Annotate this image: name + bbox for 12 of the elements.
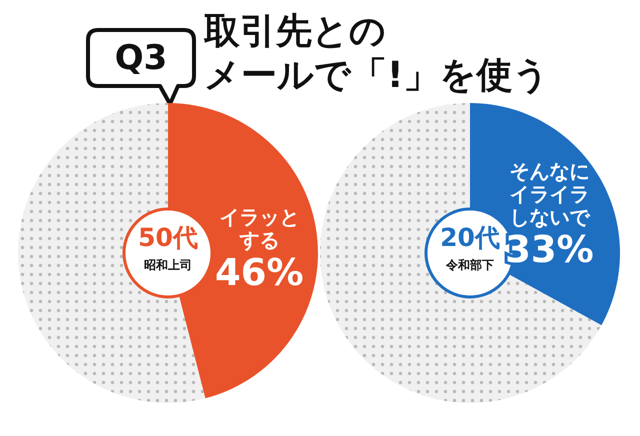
text: 取引先との — [204, 10, 386, 54]
text: 令和部下 — [446, 258, 494, 272]
pie-slice — [18, 103, 206, 403]
text: 昭和上司 — [143, 257, 193, 273]
pie-slice — [320, 103, 602, 403]
slice-label: そんなにイライラしないで — [508, 158, 592, 229]
text: Q3 — [114, 37, 168, 80]
data-label: 46% — [214, 250, 305, 294]
text: 20代 — [440, 223, 500, 252]
text: メールで「!」を使う — [204, 54, 550, 98]
text: 50代 — [137, 223, 199, 253]
slice-label: イラッとする — [218, 204, 300, 252]
